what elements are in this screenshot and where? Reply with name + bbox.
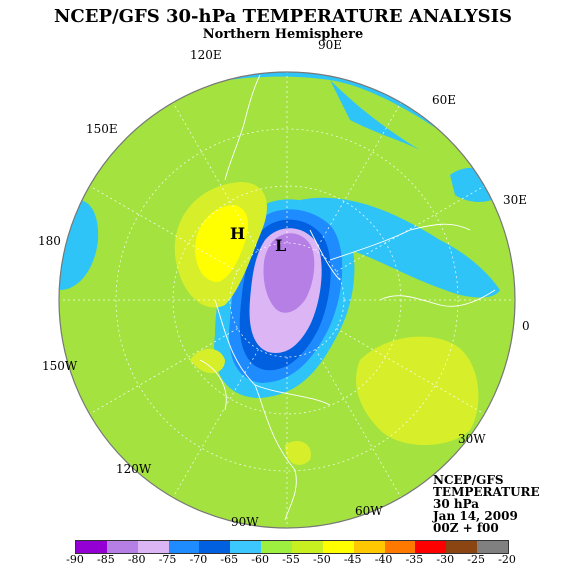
legend-swatch — [415, 541, 447, 553]
legend-tick-label: -40 — [374, 553, 393, 566]
legend-swatch — [446, 541, 478, 553]
vortex-core — [263, 233, 315, 313]
high-center-label: H — [230, 224, 246, 243]
legend-swatch — [168, 541, 200, 553]
info-date: Jan 14, 2009 — [433, 509, 518, 523]
legend-swatch — [199, 541, 231, 553]
legend-swatch — [353, 541, 385, 553]
lon-label-120e: 120E — [190, 48, 222, 62]
legend-swatch — [137, 541, 169, 553]
legend-tick-label: -60 — [251, 553, 269, 566]
meridian-line — [89, 185, 238, 272]
meridian-line — [315, 102, 402, 251]
legend-tick-label: -50 — [312, 553, 331, 566]
meridian-line — [336, 185, 485, 272]
lon-label-150e: 150E — [86, 122, 118, 136]
map-subtitle: Northern Hemisphere — [202, 27, 364, 42]
legend-ticks: -90 -85 -80 -75 -70 -65 -60 -55 -50 -45 -40 -35 -30-… — [0, 553, 566, 566]
lon-label-30e: 30E — [503, 193, 528, 207]
info-model: NCEP/GFS — [433, 473, 504, 487]
meridian-line — [315, 349, 402, 498]
legend-tick-label: -90 — [66, 553, 84, 566]
legend-tick-label: -25 — [467, 553, 485, 566]
meridian-line — [172, 102, 259, 251]
warm-patch-atlantic — [356, 336, 479, 445]
legend-tick-label: -85 — [96, 553, 115, 566]
legend-swatch — [477, 541, 509, 553]
lon-label-30w: 30W — [458, 432, 486, 446]
map-title: NCEP/GFS 30-hPa TEMPERATURE ANALYSIS — [53, 6, 513, 27]
legend-tick-label: -65 — [220, 553, 239, 566]
legend-swatch — [292, 541, 323, 553]
legend-tick-label: -80 — [127, 553, 146, 566]
legend-tick-label: -35 — [405, 553, 424, 566]
legend-tick-label: -75 — [158, 553, 177, 566]
meridians — [59, 72, 515, 528]
meridian-line — [336, 328, 485, 415]
lon-label-0: 0 — [522, 319, 530, 333]
legend-tick-label: -55 — [282, 553, 300, 566]
legend-tick-label: -45 — [343, 553, 362, 566]
legend-swatch — [261, 541, 293, 553]
info-level: 30 hPa — [433, 497, 480, 511]
meridian-line — [172, 349, 259, 498]
legend-swatch — [322, 541, 354, 553]
color-legend — [75, 540, 509, 554]
warm-high-core — [195, 205, 248, 282]
meridian-line — [89, 328, 238, 415]
coastlines — [199, 74, 496, 521]
lon-label-60w: 60W — [355, 504, 383, 518]
lon-label-90e: 90E — [318, 38, 343, 52]
legend-tick-label: -20 — [498, 553, 516, 566]
lon-label-120w: 120W — [116, 462, 152, 476]
lon-label-180: 180 — [38, 234, 61, 248]
legend-tick-label: -70 — [189, 553, 208, 566]
info-block: NCEP/GFS TEMPERATURE 30 hPa Jan 14, 2009… — [433, 474, 540, 534]
lon-label-60e: 60E — [432, 93, 457, 107]
low-center-label: L — [275, 236, 287, 255]
legend-swatch — [106, 541, 138, 553]
lon-label-90w: 90W — [231, 515, 259, 529]
lon-label-150w: 150W — [42, 359, 78, 373]
legend-swatch — [384, 541, 416, 553]
info-time: 00Z + f00 — [433, 521, 499, 535]
info-variable: TEMPERATURE — [433, 485, 540, 499]
map-boundary — [58, 71, 516, 529]
legend-swatch — [230, 541, 262, 553]
legend-tick-label: -30 — [436, 553, 455, 566]
cold-band-east — [300, 197, 500, 298]
legend-swatch — [76, 541, 107, 553]
